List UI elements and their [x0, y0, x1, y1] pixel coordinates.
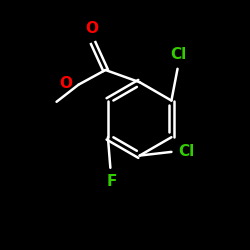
Text: O: O: [86, 22, 98, 36]
Text: F: F: [106, 174, 117, 190]
Text: O: O: [59, 76, 72, 91]
Text: Cl: Cl: [178, 144, 194, 160]
Text: Cl: Cl: [171, 47, 187, 62]
